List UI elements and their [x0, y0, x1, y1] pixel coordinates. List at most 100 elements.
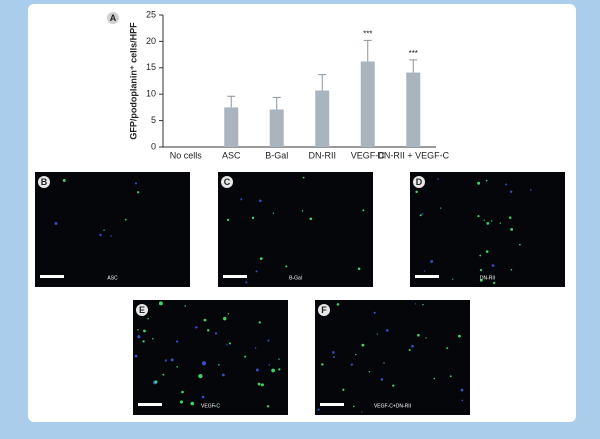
cell-dot [257, 382, 261, 386]
y-axis-label: GFP/podoplanin⁺ cells/HPF [128, 22, 138, 140]
cell-dot [176, 365, 178, 368]
cell-dot [251, 216, 255, 220]
cell-dot [461, 399, 464, 402]
cell-dot [137, 191, 140, 194]
panel-label: B [41, 177, 48, 187]
cell-dot [254, 347, 257, 349]
cell-dot [301, 210, 304, 212]
cell-dot [142, 340, 145, 343]
cell-dot [259, 257, 263, 260]
cell-dot [201, 361, 207, 366]
cell-dot [477, 181, 481, 185]
significance: *** [363, 29, 372, 38]
panel-badge [221, 176, 233, 188]
cell-dot [54, 221, 58, 225]
cell-dot [342, 388, 345, 391]
cell-dot [458, 334, 461, 338]
cell-dot [181, 390, 184, 394]
cell-dot [134, 182, 138, 185]
cell-dot [499, 222, 501, 224]
cell-dot [350, 363, 353, 366]
cell-dot [357, 267, 361, 271]
y-tick-label: 5 [151, 115, 156, 125]
x-tick-label: DN-RII + VEGF-C [377, 150, 449, 160]
scale-bar [223, 275, 247, 278]
cell-dot [332, 356, 335, 359]
scale-bar [138, 403, 162, 406]
y-tick-label: 15 [146, 62, 156, 72]
panel-label: E [139, 305, 145, 315]
cell-dot [373, 311, 376, 314]
panel-badge [107, 12, 119, 24]
x-tick-label: B-Gal [265, 150, 288, 160]
cell-dot [414, 303, 417, 305]
cell-dot [198, 373, 203, 379]
cell-dot [223, 316, 227, 321]
scale-bar [415, 275, 439, 278]
cell-dot [260, 383, 264, 387]
cell-dot [353, 405, 355, 408]
scale-bar [40, 275, 64, 278]
cell-dot [508, 216, 512, 219]
cell-dot [505, 183, 507, 186]
cell-dot [479, 254, 482, 257]
panel-caption: ASC [107, 275, 118, 281]
cell-dot [267, 339, 270, 342]
cell-dot [137, 335, 141, 339]
cell-dot [510, 268, 513, 271]
cell-dot [336, 303, 340, 306]
cell-dot [176, 340, 179, 343]
error-bar [227, 95, 236, 108]
panel-label: C [224, 177, 231, 187]
cell-dot [518, 243, 521, 246]
cell-dot [226, 344, 228, 346]
cell-dot [317, 408, 320, 411]
cell-dot [184, 305, 186, 307]
cell-dot [213, 405, 216, 407]
bar [406, 72, 421, 147]
cell-dot [460, 388, 464, 392]
cell-dot [368, 371, 371, 373]
cell-dot [309, 217, 313, 221]
micrograph [410, 172, 565, 287]
panel-caption: B-Gal [289, 275, 302, 281]
cell-dot [154, 380, 158, 384]
cell-dot [376, 333, 378, 335]
cell-dot [170, 358, 174, 362]
panel-badge [318, 304, 330, 316]
cell-dot [493, 281, 496, 285]
cell-dot [321, 363, 324, 366]
scale-bar [320, 403, 344, 406]
cell-dot [124, 218, 127, 221]
cell-dot [425, 337, 427, 339]
cell-dot [255, 368, 259, 372]
y-tick-label: 20 [146, 36, 156, 46]
cell-dot [490, 220, 493, 222]
error-bar [409, 59, 418, 73]
y-tick-label: 25 [146, 9, 156, 19]
cell-dot [530, 189, 532, 191]
cell-dot [479, 279, 483, 282]
cell-dot [271, 368, 275, 373]
cell-dot [206, 329, 210, 332]
cell-dot [419, 214, 422, 217]
cell-dot [362, 209, 365, 212]
cell-dot [103, 229, 105, 231]
cell-dot [449, 375, 452, 378]
micrograph [218, 172, 373, 287]
cell-dot [258, 321, 261, 324]
cell-dot [164, 359, 167, 362]
y-tick-label: 10 [146, 89, 156, 99]
panel-caption: VEGF-C+DN-RII [374, 403, 411, 409]
panel-caption: VEGF-C [201, 403, 220, 409]
cell-dot [430, 260, 434, 263]
panel-label: A [110, 13, 117, 23]
cell-dot [134, 354, 138, 358]
cell-dot [422, 303, 424, 306]
cell-dot [485, 250, 489, 253]
cell-dot [110, 235, 112, 237]
micrograph [35, 172, 190, 287]
cell-dot [272, 212, 275, 214]
